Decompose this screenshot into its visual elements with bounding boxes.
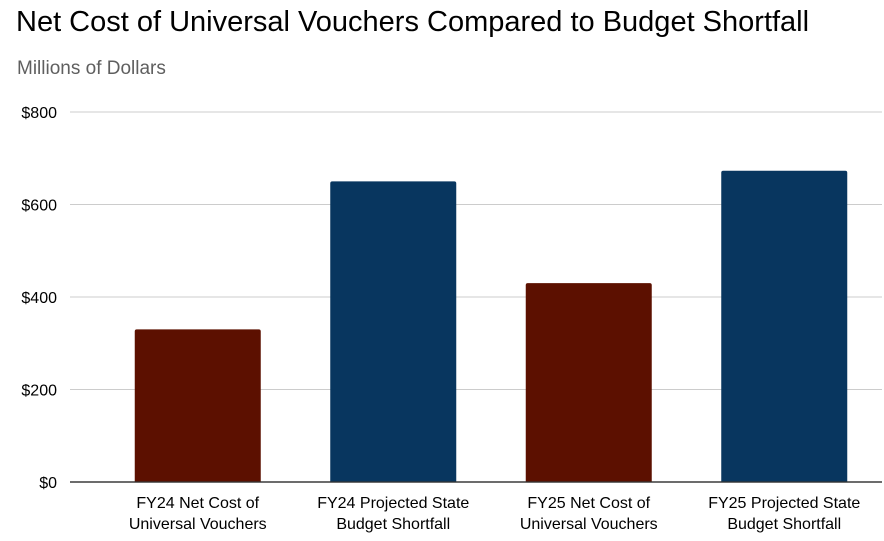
y-axis: $0 $200 $400 $600 $800 [21, 105, 57, 492]
y-tick-label: $200 [21, 383, 57, 400]
y-tick-label: $0 [39, 475, 57, 492]
x-category-label-line: Budget Shortfall [336, 516, 450, 533]
chart-title: Net Cost of Universal Vouchers Compared … [16, 6, 810, 38]
bar [330, 181, 457, 482]
x-category-label: FY25 Projected State Budget Shortfall [708, 495, 860, 533]
x-category-label-line: FY24 Net Cost of [136, 495, 259, 512]
y-tick-label: $800 [21, 105, 57, 122]
x-category-label: FY25 Net Cost of Universal Vouchers [520, 495, 658, 533]
x-category-label-line: Budget Shortfall [727, 516, 841, 533]
x-category-label-line: FY25 Net Cost of [527, 495, 650, 512]
y-tick-label: $600 [21, 198, 57, 215]
chart-subtitle: Millions of Dollars [17, 58, 166, 79]
x-category-label-line: Universal Vouchers [129, 516, 267, 533]
bar [134, 329, 261, 482]
y-tick-label: $400 [21, 290, 57, 307]
x-category-label-line: FY24 Projected State [317, 495, 469, 512]
x-category-label-line: FY25 Projected State [708, 495, 860, 512]
x-category-label: FY24 Projected State Budget Shortfall [317, 495, 469, 533]
x-category-label-line: Universal Vouchers [520, 516, 658, 533]
x-category-label: FY24 Net Cost of Universal Vouchers [129, 495, 267, 533]
x-axis: FY24 Net Cost of Universal Vouchers FY24 P… [70, 481, 882, 533]
bar [525, 283, 652, 482]
bars [134, 170, 848, 483]
bar [721, 170, 848, 483]
